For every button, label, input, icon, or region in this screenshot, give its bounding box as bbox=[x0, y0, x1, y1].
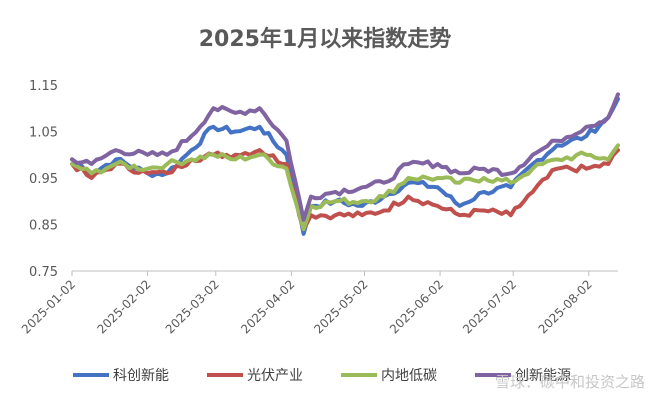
x-tick-label: 2025-03-02 bbox=[163, 277, 222, 336]
x-tick-label: 2025-07-02 bbox=[460, 277, 519, 336]
series-line-2 bbox=[70, 148, 620, 232]
legend-label: 光伏产业 bbox=[247, 368, 303, 384]
x-tick-label: 2025-05-02 bbox=[311, 277, 370, 336]
x-axis: 2025-01-02 2025-02-02 2025-03-02 2025-04-02… bbox=[19, 271, 595, 336]
x-tick-label: 2025-01-02 bbox=[19, 277, 78, 336]
y-tick-label: 1.05 bbox=[29, 126, 58, 141]
legend-label: 创新能源 bbox=[515, 368, 571, 384]
x-tick-label: 2025-04-02 bbox=[238, 277, 297, 336]
legend-item: 科创新能 bbox=[73, 368, 169, 384]
legend-label: 内地低碳 bbox=[381, 368, 437, 384]
y-axis: 0.75 0.85 0.95 1.05 1.15 bbox=[29, 79, 58, 280]
y-tick-label: 0.85 bbox=[29, 219, 58, 234]
legend-item: 创新能源 bbox=[475, 368, 571, 384]
x-tick-label: 2025-08-02 bbox=[536, 277, 595, 336]
x-tick-label: 2025-02-02 bbox=[94, 277, 153, 336]
legend: 科创新能 光伏产业 内地低碳 创新能源 bbox=[73, 368, 571, 384]
legend-item: 内地低碳 bbox=[341, 368, 437, 384]
plot-area bbox=[70, 92, 620, 236]
legend-item: 光伏产业 bbox=[207, 368, 303, 384]
watermark-text: 雪球：碳中和投资之路 bbox=[495, 373, 645, 391]
x-tick-label: 2025-06-02 bbox=[387, 277, 446, 336]
y-tick-label: 0.95 bbox=[29, 172, 58, 187]
series-line-3 bbox=[70, 143, 620, 232]
y-tick-label: 1.15 bbox=[29, 79, 58, 94]
series-line-4 bbox=[70, 92, 620, 222]
legend-label: 科创新能 bbox=[113, 368, 169, 384]
y-tick-label: 0.75 bbox=[29, 265, 58, 280]
chart-title: 2025年1月以来指数走势 bbox=[199, 26, 452, 52]
